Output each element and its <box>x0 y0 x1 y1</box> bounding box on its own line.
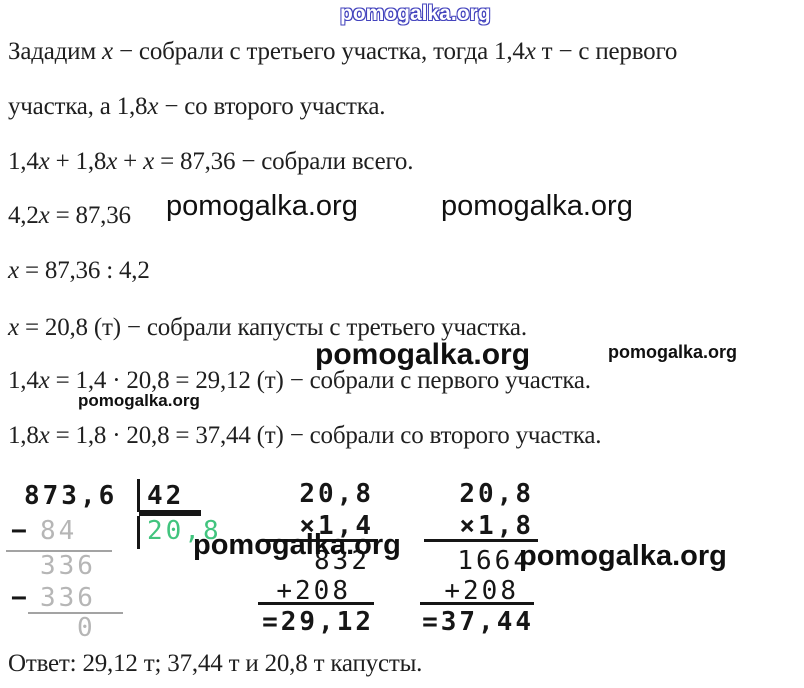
mult2-product: =37,44 <box>422 607 534 637</box>
solution-line-2: участка, а 1,8x − со второго участка. <box>8 93 386 120</box>
mult1-multiplicand: 20,8 <box>299 479 374 509</box>
mult2-partial-2: +208 <box>444 576 519 606</box>
division-dividend: 873,6 <box>24 481 118 511</box>
solution-line-1: Зададим x − собрали с третьего участка, … <box>8 38 678 65</box>
division-subtrahend-2: 336 <box>40 583 96 613</box>
mult1-multiplier: ×1,4 <box>299 511 374 541</box>
division-remainder-0: 0 <box>77 613 96 643</box>
division-quotient: 20,8 <box>147 516 222 546</box>
mult2-multiplicand: 20,8 <box>459 479 534 509</box>
mult1-rule-1 <box>262 539 378 542</box>
mult1-partial-2: +208 <box>276 576 351 606</box>
solution-line-x-value: x = 20,8 (т) − собрали капусты с третьег… <box>8 314 527 341</box>
equation-simplified: 4,2x = 87,36 <box>8 202 131 229</box>
watermark-site: pomogalka.org <box>519 540 727 572</box>
multiplication-2: 20,8 ×1,8 1664 +208 =37,44 <box>412 479 538 646</box>
multiplication-1: 20,8 ×1,4 832 +208 =29,12 <box>250 479 378 646</box>
division-remainder-1: 336 <box>40 551 96 581</box>
mult2-multiplier: ×1,8 <box>459 511 534 541</box>
equation-x-division: x = 87,36 : 4,2 <box>8 257 150 284</box>
division-rule-1 <box>6 550 112 552</box>
division-bar-upper <box>137 479 140 512</box>
division-divisor-underline <box>139 510 201 516</box>
answer-line: Ответ: 29,12 т; 37,44 т и 20,8 т капусты… <box>8 650 423 677</box>
mult1-rule-2 <box>258 602 374 605</box>
mult1-product: =29,12 <box>262 607 374 637</box>
watermark-site: pomogalka.org <box>608 342 738 362</box>
division-divisor: 42 <box>147 481 185 511</box>
watermark-site: pomogalka.org <box>441 190 633 222</box>
watermark-site: pomogalka.org <box>193 529 401 561</box>
division-rule-2 <box>28 612 123 614</box>
watermark-site: pomogalka.org <box>166 190 358 222</box>
division-minus-2: − <box>11 583 30 613</box>
mult1-partial-1: 832 <box>314 546 370 576</box>
division-minus-1: − <box>11 516 30 546</box>
solution-line-first-plot: 1,4x = 1,4 · 20,8 = 29,12 (т) − собрали … <box>8 367 591 394</box>
mult2-partial-1: 1664 <box>457 546 532 576</box>
watermark-site: pomogalka.org <box>78 391 200 410</box>
division-bar-lower <box>137 516 140 549</box>
solution-line-second-plot: 1,8x = 1,8 · 20,8 = 37,44 (т) − собрали … <box>8 422 602 449</box>
mult2-rule-1 <box>424 539 538 542</box>
mult2-rule-2 <box>420 602 534 605</box>
equation-total: 1,4x + 1,8x + x = 87,36 − собрали всего. <box>8 148 414 175</box>
division-subtrahend-1: 84 <box>40 516 78 546</box>
watermark-site: pomogalka.org <box>315 338 531 371</box>
watermark-site-top: pomogalka.org <box>340 2 491 25</box>
